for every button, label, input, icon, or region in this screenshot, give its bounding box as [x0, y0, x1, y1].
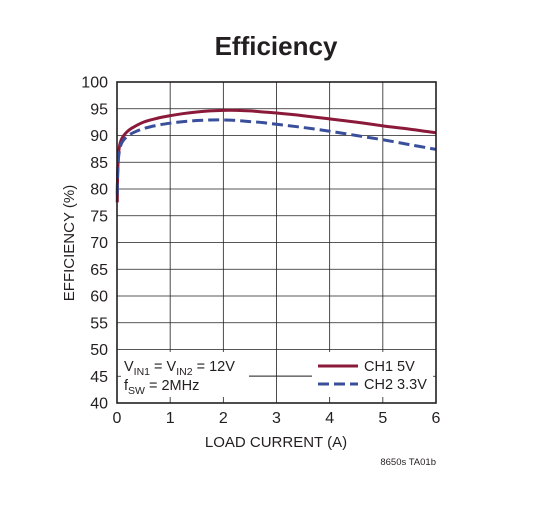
- y-tick-label: 60: [90, 289, 108, 306]
- y-tick-label: 80: [90, 182, 108, 199]
- conditions-annotation: VIN1 = VIN2 = 12V fSW = 2MHz: [124, 359, 235, 397]
- legend-label-ch2: CH2 3.3V: [364, 377, 427, 393]
- conditions-backdrop: [121, 352, 249, 397]
- y-tick-label: 50: [90, 342, 108, 359]
- plot-frame: [116, 81, 437, 404]
- legend: CH1 5V CH2 3.3V: [318, 359, 427, 393]
- y-axis-label: EFFICIENCY (%): [61, 185, 78, 301]
- figure-code: 8650s TA01b: [380, 457, 436, 468]
- x-tick-label: 0: [113, 410, 122, 427]
- legend-backdrop: [312, 352, 433, 397]
- y-tick-label: 55: [90, 315, 108, 332]
- grid: [116, 81, 437, 404]
- y-tick-label: 100: [81, 75, 108, 92]
- y-tick-label: 70: [90, 235, 108, 252]
- x-tick-label: 4: [325, 410, 334, 427]
- x-axis-label: LOAD CURRENT (A): [205, 434, 347, 451]
- condition-fsw: fSW = 2MHz: [124, 378, 199, 397]
- y-tick-label: 65: [90, 262, 108, 279]
- condition-vin: VIN1 = VIN2 = 12V: [124, 359, 235, 378]
- x-tick-label: 6: [432, 410, 441, 427]
- series-line-2: [115, 118, 437, 195]
- x-tick-label: 3: [272, 410, 281, 427]
- y-tick-label: 85: [90, 155, 108, 172]
- y-tick-label: 45: [90, 369, 108, 386]
- y-tick-label: 95: [90, 101, 108, 118]
- chart-title: Efficiency: [215, 31, 338, 61]
- y-tick-label: 40: [90, 396, 108, 413]
- y-tick-labels: 40 45 50 55 60 65 70 75 80 85 90 95 100: [81, 75, 108, 413]
- x-tick-label: 5: [378, 410, 387, 427]
- x-tick-label: 1: [166, 410, 175, 427]
- y-tick-label: 75: [90, 208, 108, 225]
- y-tick-label: 90: [90, 128, 108, 145]
- legend-label-ch1: CH1 5V: [364, 359, 415, 375]
- series-lines: [115, 108, 437, 203]
- x-tick-label: 2: [219, 410, 228, 427]
- x-tick-labels: 0 1 2 3 4 5 6: [113, 410, 441, 427]
